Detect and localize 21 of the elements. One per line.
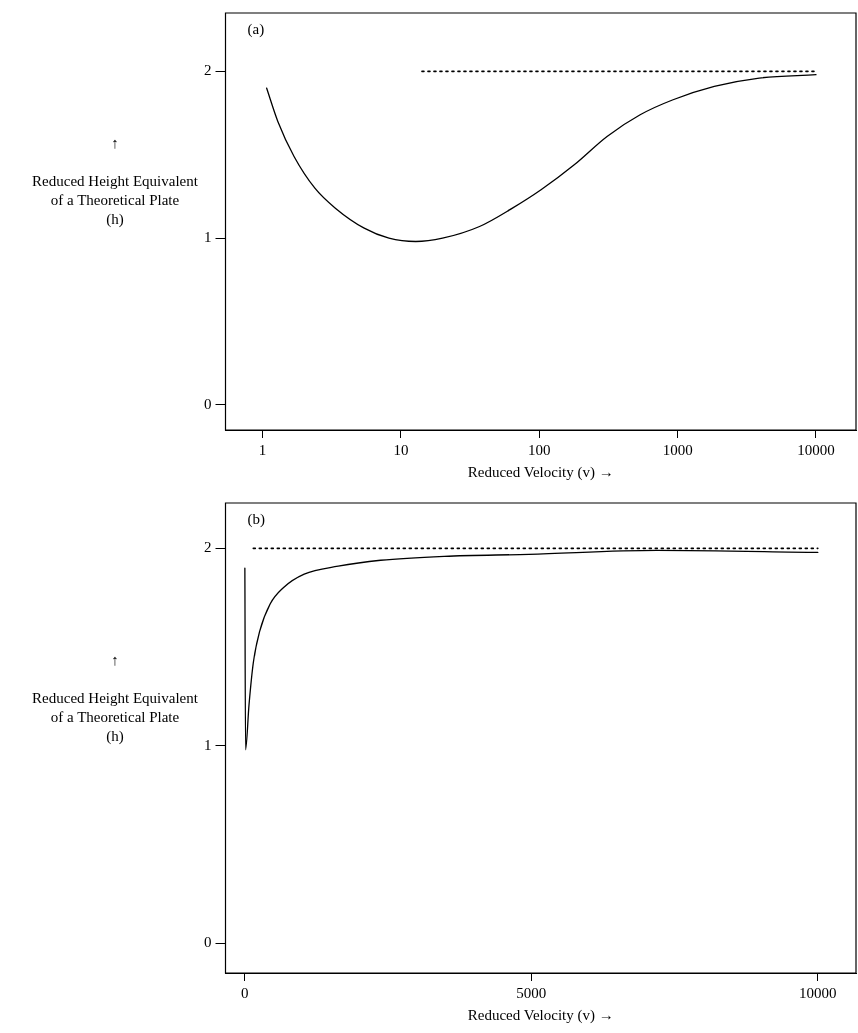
y-tick-label: 2 [204, 539, 212, 556]
line-series [244, 549, 819, 751]
x-tick-label: 10000 [799, 984, 837, 1001]
x-tick-label: 5000 [516, 984, 547, 1001]
text: (b) [247, 511, 265, 529]
x-tick-label: 1000 [662, 441, 693, 458]
y-tick-label: 2 [204, 62, 212, 79]
x-tick-label: 10 [393, 441, 409, 458]
x-tick-label: 100 [528, 441, 551, 458]
y-tick-label: 0 [204, 395, 212, 412]
text: ↑ Reduced Height Equivalent of a Theoretical Plate (h) [32, 651, 198, 744]
x-axis-title: Reduced Velocity (v) → [467, 1006, 614, 1024]
x-tick-label: 10000 [797, 441, 835, 458]
y-tick-label: 1 [204, 229, 212, 246]
x-axis-title: Reduced Velocity (v) → [467, 463, 614, 481]
y-tick-label: 0 [204, 934, 212, 951]
x-tick-label: 0 [241, 984, 249, 1001]
x-tick-label: 1 [258, 441, 267, 458]
text: (a) [247, 21, 265, 39]
text: ↑ Reduced Height Equivalent of a Theoretical Plate (h) [32, 135, 198, 227]
y-tick-label: 1 [204, 736, 212, 753]
